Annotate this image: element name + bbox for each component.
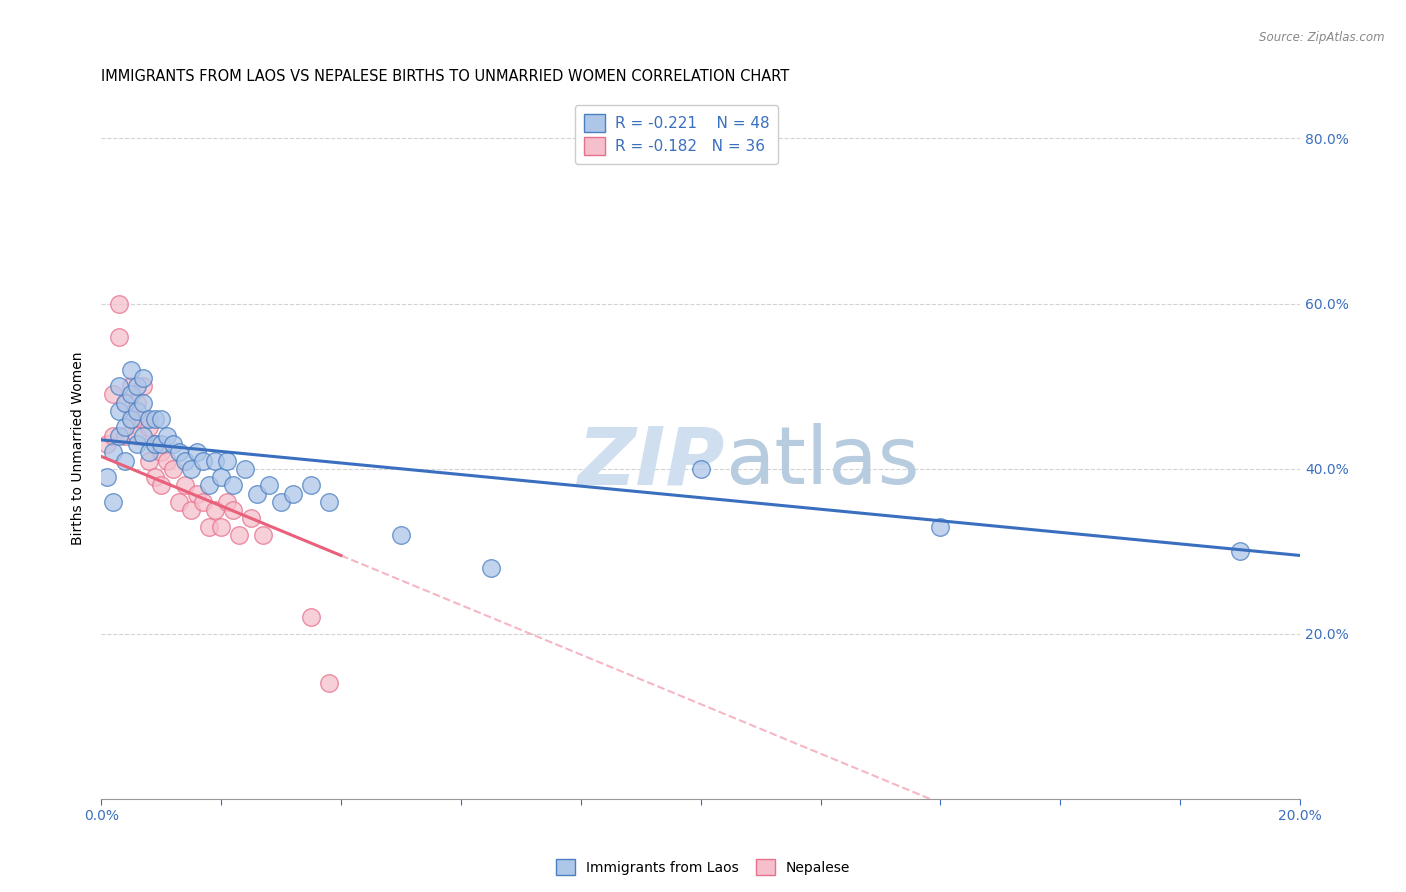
- Point: [389, 528, 412, 542]
- Point: [299, 478, 322, 492]
- Point: [103, 387, 125, 401]
- Text: Source: ZipAtlas.com: Source: ZipAtlas.com: [1260, 31, 1385, 45]
- Point: [162, 437, 184, 451]
- Point: [479, 561, 502, 575]
- Point: [132, 428, 155, 442]
- Point: [96, 437, 118, 451]
- Point: [318, 676, 340, 690]
- Point: [127, 428, 149, 442]
- Point: [96, 470, 118, 484]
- Point: [120, 379, 142, 393]
- Point: [209, 470, 232, 484]
- Point: [132, 371, 155, 385]
- Point: [150, 478, 173, 492]
- Text: IMMIGRANTS FROM LAOS VS NEPALESE BIRTHS TO UNMARRIED WOMEN CORRELATION CHART: IMMIGRANTS FROM LAOS VS NEPALESE BIRTHS …: [101, 69, 789, 84]
- Point: [209, 519, 232, 533]
- Point: [204, 503, 226, 517]
- Point: [108, 428, 131, 442]
- Point: [689, 462, 711, 476]
- Point: [156, 453, 179, 467]
- Point: [217, 453, 239, 467]
- Y-axis label: Births to Unmarried Women: Births to Unmarried Women: [72, 351, 86, 545]
- Point: [222, 478, 245, 492]
- Point: [143, 437, 166, 451]
- Point: [204, 453, 226, 467]
- Point: [114, 420, 136, 434]
- Point: [929, 519, 952, 533]
- Point: [252, 528, 274, 542]
- Point: [103, 428, 125, 442]
- Point: [180, 503, 202, 517]
- Point: [246, 486, 269, 500]
- Point: [318, 495, 340, 509]
- Point: [240, 511, 263, 525]
- Point: [156, 428, 179, 442]
- Point: [138, 445, 160, 459]
- Point: [132, 379, 155, 393]
- Point: [167, 495, 190, 509]
- Point: [270, 495, 292, 509]
- Point: [143, 470, 166, 484]
- Point: [174, 478, 197, 492]
- Point: [108, 404, 131, 418]
- Point: [198, 478, 221, 492]
- Point: [281, 486, 304, 500]
- Point: [127, 379, 149, 393]
- Point: [174, 453, 197, 467]
- Point: [217, 495, 239, 509]
- Point: [108, 329, 131, 343]
- Point: [138, 412, 160, 426]
- Point: [222, 503, 245, 517]
- Point: [162, 462, 184, 476]
- Point: [127, 437, 149, 451]
- Point: [114, 453, 136, 467]
- Point: [127, 404, 149, 418]
- Point: [138, 420, 160, 434]
- Point: [103, 495, 125, 509]
- Point: [299, 610, 322, 624]
- Point: [114, 395, 136, 409]
- Point: [150, 437, 173, 451]
- Point: [108, 379, 131, 393]
- Point: [191, 453, 214, 467]
- Point: [233, 462, 256, 476]
- Point: [108, 296, 131, 310]
- Point: [132, 412, 155, 426]
- Point: [143, 412, 166, 426]
- Point: [186, 486, 208, 500]
- Point: [132, 395, 155, 409]
- Point: [120, 412, 142, 426]
- Point: [120, 412, 142, 426]
- Point: [150, 445, 173, 459]
- Legend: R = -0.221    N = 48, R = -0.182   N = 36: R = -0.221 N = 48, R = -0.182 N = 36: [575, 105, 779, 164]
- Point: [120, 387, 142, 401]
- Point: [138, 453, 160, 467]
- Legend: Immigrants from Laos, Nepalese: Immigrants from Laos, Nepalese: [550, 854, 856, 880]
- Point: [114, 395, 136, 409]
- Point: [114, 428, 136, 442]
- Point: [180, 462, 202, 476]
- Point: [143, 437, 166, 451]
- Text: atlas: atlas: [724, 423, 920, 501]
- Point: [191, 495, 214, 509]
- Point: [198, 519, 221, 533]
- Point: [167, 445, 190, 459]
- Point: [1229, 544, 1251, 558]
- Point: [257, 478, 280, 492]
- Point: [127, 395, 149, 409]
- Text: ZIP: ZIP: [578, 423, 724, 501]
- Point: [186, 445, 208, 459]
- Point: [228, 528, 250, 542]
- Point: [103, 445, 125, 459]
- Point: [150, 412, 173, 426]
- Point: [120, 362, 142, 376]
